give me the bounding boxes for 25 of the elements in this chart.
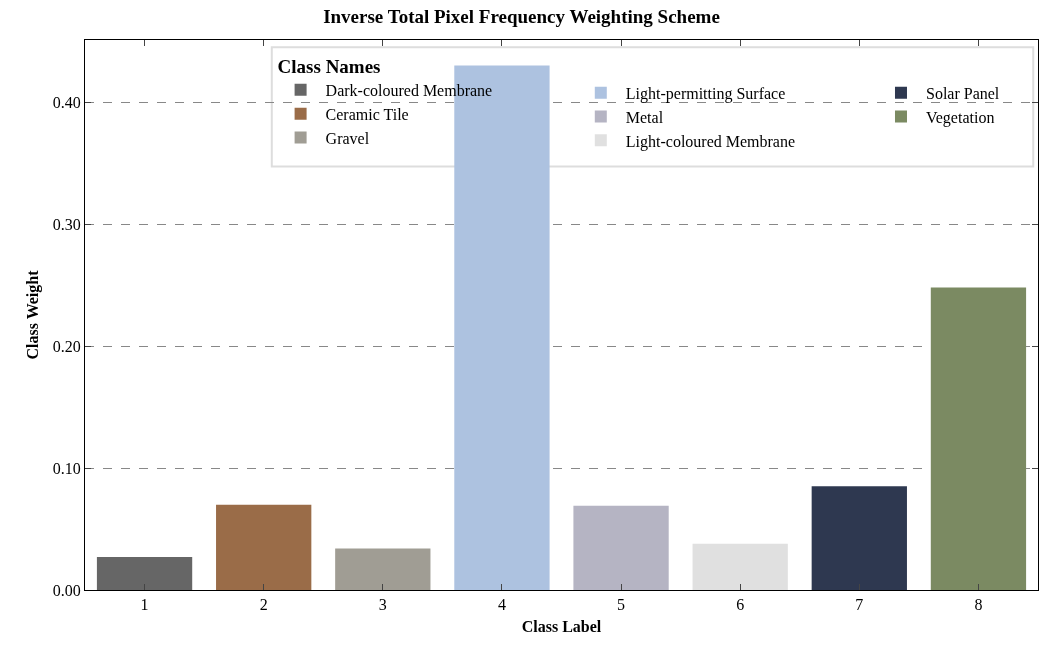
- legend-label: Vegetation: [925, 108, 995, 127]
- legend-label: Metal: [625, 108, 664, 126]
- legend-label: Light-coloured Membrane: [625, 132, 796, 151]
- x-tick-label: 1: [140, 596, 149, 614]
- y-tick-label: 0.30: [52, 215, 81, 233]
- x-tick-label: 6: [736, 596, 745, 614]
- y-tick-label: 0.00: [52, 581, 81, 599]
- y-tick-label: 0.20: [52, 337, 81, 355]
- legend-label: Dark-coloured Membrane: [325, 82, 493, 100]
- x-tick-label: 7: [855, 596, 864, 614]
- legend-label: Solar Panel: [925, 84, 1000, 102]
- y-tick-label: 0.40: [52, 93, 81, 111]
- legend-label: Ceramic Tile: [325, 105, 409, 123]
- legend-label: Light-permitting Surface: [625, 84, 786, 103]
- y-tick-label: 0.10: [52, 459, 81, 477]
- chart-title: Inverse Total Pixel Frequency Weighting Scheme: [323, 5, 720, 27]
- x-axis-title: Class Label: [521, 617, 602, 635]
- x-tick-label: 5: [617, 596, 626, 614]
- x-tick-label: 8: [974, 596, 983, 614]
- y-axis-title: Class Weight: [23, 269, 42, 360]
- x-tick-label: 4: [497, 596, 506, 614]
- x-tick-label: 3: [378, 596, 387, 614]
- legend-label: Gravel: [325, 129, 370, 147]
- x-tick-label: 2: [259, 596, 268, 614]
- legend-title: Class Names: [277, 55, 381, 77]
